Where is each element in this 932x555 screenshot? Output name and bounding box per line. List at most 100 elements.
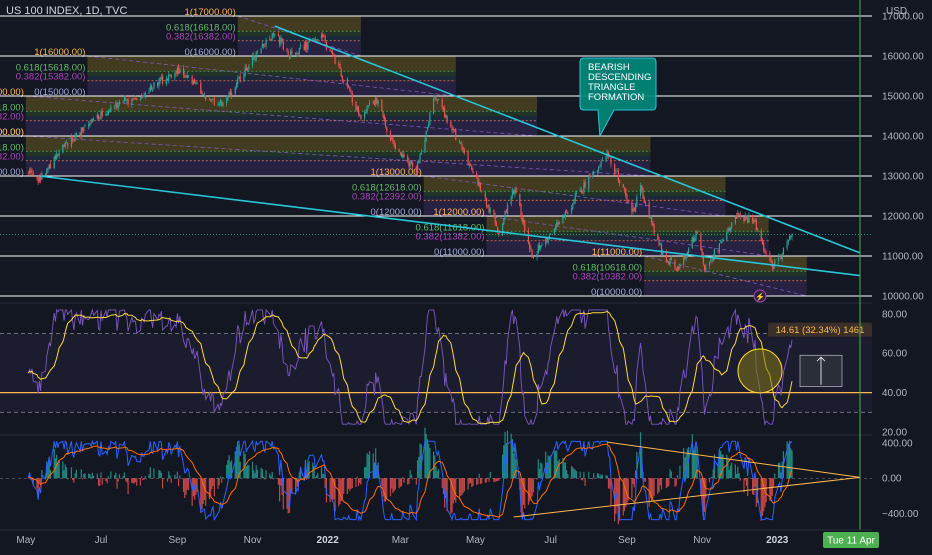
price-candle: [349, 87, 350, 91]
chart-title: US 100 INDEX, 1D, TVC: [6, 5, 127, 17]
macd-histogram-bar: [97, 474, 98, 479]
price-candle: [176, 72, 177, 73]
price-candle: [602, 160, 603, 161]
price-candle: [262, 44, 263, 48]
price-candle: [200, 83, 201, 94]
price-candle: [623, 184, 624, 187]
price-candle: [174, 73, 175, 77]
price-candle: [317, 39, 318, 40]
macd-histogram-bar: [480, 478, 481, 484]
macd-histogram-bar: [54, 449, 55, 478]
macd-histogram-bar: [192, 478, 193, 506]
macd-histogram-bar: [98, 478, 99, 485]
price-candle: [71, 136, 72, 147]
price-candle: [652, 221, 653, 225]
price-candle: [273, 33, 274, 36]
price-candle: [274, 34, 275, 35]
price-candle: [674, 261, 675, 268]
price-candle: [614, 164, 615, 173]
price-candle: [391, 138, 392, 139]
macd-histogram-bar: [566, 470, 567, 478]
macd-histogram-bar: [343, 478, 344, 494]
macd-histogram-bar: [220, 476, 221, 478]
price-candle: [757, 229, 758, 230]
macd-histogram-bar: [609, 478, 610, 488]
price-candle: [203, 95, 204, 96]
macd-histogram-bar: [575, 470, 576, 478]
macd-histogram-bar: [158, 470, 159, 478]
macd-histogram-bar: [350, 478, 351, 489]
price-candle: [619, 181, 620, 184]
macd-histogram-bar: [262, 469, 263, 478]
macd-histogram-bar: [217, 478, 218, 488]
price-candle: [503, 219, 504, 225]
price-candle: [504, 211, 505, 220]
macd-histogram-bar: [411, 475, 412, 479]
price-candle: [366, 106, 367, 113]
macd-histogram-bar: [729, 470, 730, 479]
macd-histogram-bar: [322, 474, 323, 479]
price-candle: [536, 254, 537, 258]
macd-histogram-bar: [581, 478, 582, 480]
macd-histogram-bar: [136, 478, 137, 486]
macd-histogram-bar: [652, 478, 653, 498]
macd-histogram-bar: [437, 471, 438, 478]
macd-histogram-bar: [773, 478, 774, 486]
macd-histogram-bar: [416, 478, 417, 484]
price-candle: [642, 189, 643, 198]
macd-histogram-bar: [598, 474, 599, 479]
price-candle: [467, 152, 468, 166]
macd-histogram-bar: [532, 478, 533, 496]
price-candle: [226, 99, 227, 103]
macd-histogram-bar: [668, 478, 669, 486]
macd-histogram-bar: [644, 478, 645, 481]
price-candle: [135, 98, 136, 99]
price-candle: [549, 236, 550, 237]
price-candle: [238, 77, 239, 78]
macd-histogram-bar: [226, 465, 227, 478]
price-candle: [118, 106, 119, 108]
price-candle: [195, 83, 196, 84]
price-candle: [114, 107, 115, 108]
macd-histogram-bar: [740, 478, 741, 480]
price-candle: [507, 205, 508, 214]
price-candle: [661, 245, 662, 256]
macd-histogram-bar: [485, 478, 486, 483]
price-candle: [444, 109, 445, 118]
macd-histogram-bar: [533, 478, 534, 492]
price-candle: [211, 99, 212, 101]
price-candle: [519, 194, 520, 205]
price-candle: [435, 98, 436, 101]
price-candle: [461, 144, 462, 148]
price-candle: [540, 246, 541, 249]
macd-histogram-bar: [735, 464, 736, 478]
macd-histogram-bar: [256, 465, 257, 478]
price-candle: [263, 44, 264, 46]
macd-histogram-bar: [263, 477, 264, 479]
price-candle: [160, 78, 161, 81]
macd-histogram-bar: [402, 477, 403, 478]
price-candle: [323, 36, 324, 37]
currency-label: USD: [886, 6, 907, 17]
macd-histogram-bar: [102, 478, 103, 484]
price-candle: [745, 216, 746, 220]
macd-histogram-bar: [737, 467, 738, 479]
price-candle: [347, 79, 348, 87]
price-candle: [107, 114, 108, 115]
price-candle: [236, 83, 237, 88]
fib-zone: [87, 56, 455, 71]
macd-histogram-bar: [360, 478, 361, 484]
price-candle: [705, 267, 706, 272]
price-candle: [464, 150, 465, 153]
price-candle: [447, 116, 448, 123]
price-candle: [702, 249, 703, 255]
macd-histogram-bar: [640, 432, 641, 478]
price-candle: [219, 104, 220, 105]
macd-histogram-bar: [540, 463, 541, 479]
price-candle: [437, 101, 438, 102]
price-candle: [237, 78, 238, 84]
price-candle: [299, 48, 300, 54]
price-candle: [140, 99, 141, 100]
macd-histogram-bar: [384, 478, 385, 501]
